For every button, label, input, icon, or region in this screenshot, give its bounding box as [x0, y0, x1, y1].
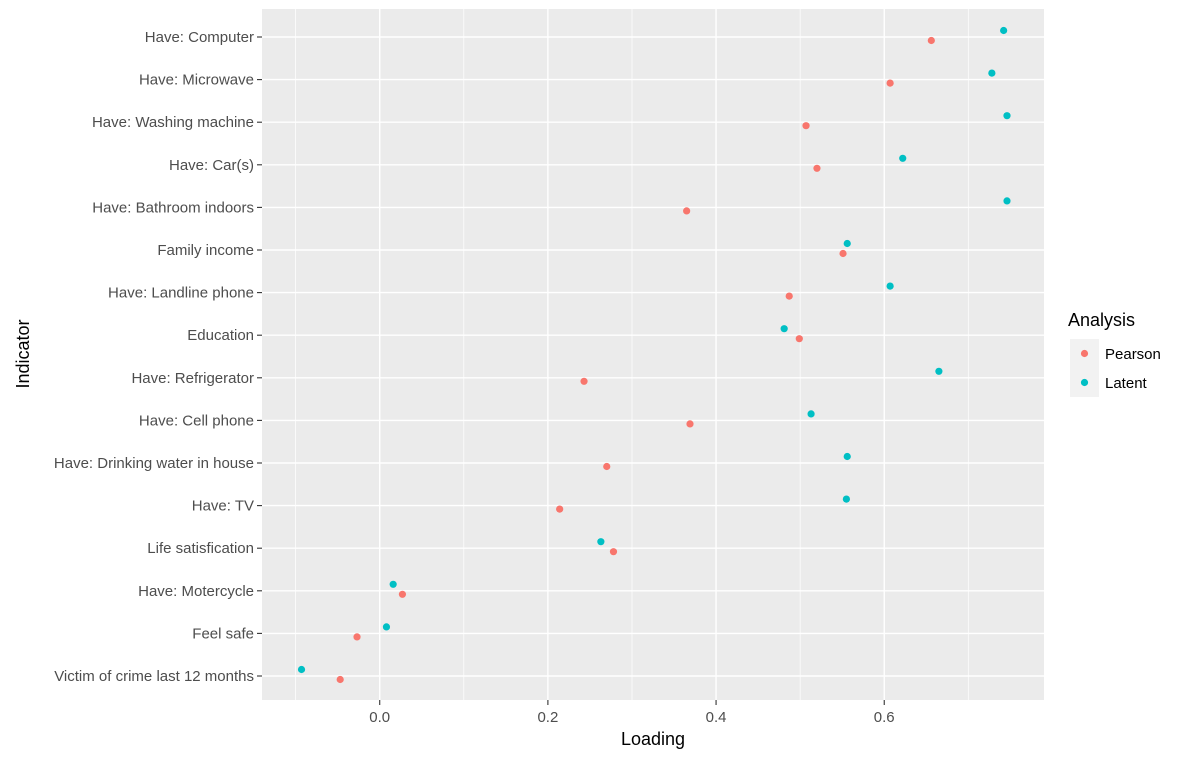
point-latent: [935, 367, 943, 375]
point-latent: [899, 154, 907, 162]
point-pearson: [927, 36, 935, 45]
minor-gridlines: [295, 9, 969, 700]
y-axis-title: Indicator: [13, 319, 33, 388]
point-latent: [843, 452, 851, 461]
y-tick-label: Have: Computer: [145, 29, 254, 46]
y-tick-label: Have: Drinking water in house: [54, 455, 254, 472]
point-pearson: [353, 633, 361, 641]
point-pearson: [580, 377, 588, 385]
y-tick-label: Have: Car(s): [169, 157, 254, 174]
y-tick-label: Life satisfication: [147, 540, 254, 557]
point-latent: [1003, 197, 1011, 205]
y-tick-label: Have: Landline phone: [108, 285, 254, 302]
y-tick-label: Have: Microwave: [139, 72, 254, 89]
y-tick-label: Have: Cell phone: [139, 412, 254, 429]
legend-keys: Pearson Latent: [1070, 339, 1161, 397]
x-tick-label: 0.2: [537, 709, 558, 726]
point-pearson: [609, 548, 618, 556]
point-latent: [807, 410, 815, 418]
y-tick-label: Victim of crime last 12 months: [54, 668, 254, 685]
x-axis-title: Loading: [621, 729, 685, 749]
point-latent: [988, 69, 996, 77]
point-pearson: [556, 505, 564, 513]
y-tick-label: Education: [187, 327, 254, 344]
point-latent: [1000, 26, 1008, 35]
x-tick-label: 0.6: [874, 709, 895, 726]
point-pearson: [802, 122, 810, 130]
y-axis: Have: Computer Have: Microwave Have: Washi…: [54, 29, 262, 685]
point-pearson: [603, 462, 611, 471]
point-pearson: [839, 249, 847, 258]
x-tick-label: 0.4: [706, 709, 727, 726]
y-tick-label: Have: Bathroom indoors: [92, 199, 254, 216]
point-pearson: [813, 164, 821, 172]
legend-key-pearson: [1080, 349, 1089, 358]
legend: Analysis Pearson Latent: [1068, 310, 1161, 397]
point-latent: [297, 665, 306, 674]
point-latent: [597, 538, 605, 546]
point-latent: [843, 239, 851, 248]
point-pearson: [886, 79, 894, 87]
point-latent: [780, 325, 788, 333]
point-latent: [389, 580, 397, 588]
y-tick-label: Feel safe: [192, 625, 254, 642]
point-latent: [382, 623, 391, 631]
data-points: [297, 26, 1011, 684]
y-tick-label: Have: Washing machine: [92, 114, 254, 131]
legend-label-pearson: Pearson: [1105, 346, 1161, 363]
major-gridlines: [262, 9, 1044, 700]
point-pearson: [686, 420, 694, 428]
x-tick-label: 0.0: [369, 709, 390, 726]
legend-title: Analysis: [1068, 310, 1135, 330]
point-pearson: [336, 675, 344, 684]
y-tick-label: Family income: [157, 242, 254, 259]
point-latent: [842, 495, 850, 503]
legend-key-latent: [1080, 378, 1089, 387]
legend-label-latent: Latent: [1105, 375, 1148, 392]
point-pearson: [398, 590, 407, 598]
point-latent: [1003, 112, 1011, 120]
y-tick-label: Have: TV: [192, 498, 254, 515]
point-pearson: [785, 292, 793, 300]
y-tick-label: Have: Motercycle: [138, 583, 254, 600]
x-axis: 0.0 0.2 0.4 0.6: [369, 700, 895, 726]
point-pearson: [795, 335, 803, 343]
point-pearson: [683, 207, 691, 215]
y-tick-label: Have: Refrigerator: [131, 370, 254, 387]
point-latent: [886, 282, 894, 290]
